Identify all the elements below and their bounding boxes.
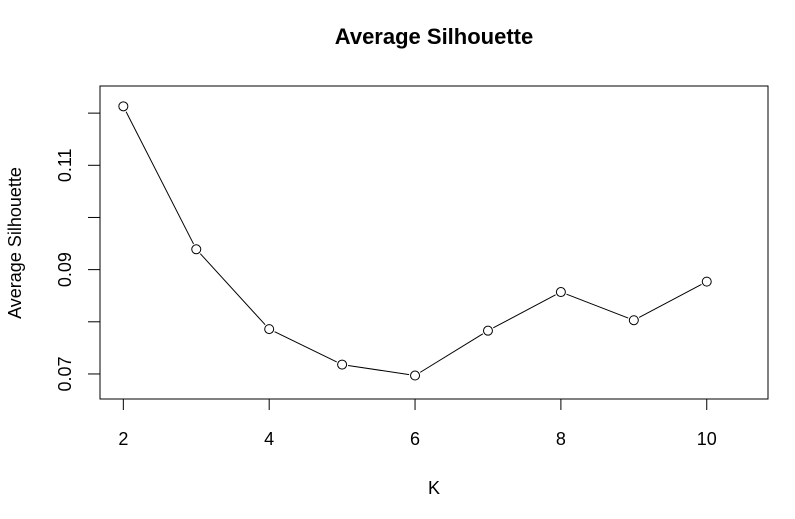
data-point bbox=[264, 324, 275, 335]
x-tick-label: 4 bbox=[264, 429, 274, 449]
data-point bbox=[118, 101, 129, 112]
line-segment bbox=[638, 283, 702, 318]
chart-title: Average Silhouette bbox=[335, 24, 533, 49]
data-point bbox=[628, 315, 639, 326]
x-tick-label: 6 bbox=[410, 429, 420, 449]
data-point bbox=[191, 244, 202, 255]
line-segment bbox=[493, 294, 556, 329]
line-segment bbox=[199, 253, 266, 326]
line-segment bbox=[125, 111, 194, 245]
data-series bbox=[118, 101, 712, 381]
data-point bbox=[410, 370, 421, 381]
y-axis: 0.07 0.09 0.11 bbox=[55, 112, 101, 392]
data-point bbox=[701, 276, 712, 287]
x-axis: 2 4 6 8 10 bbox=[118, 398, 717, 449]
line-segment bbox=[566, 293, 629, 319]
y-tick-label: 0.09 bbox=[55, 252, 75, 287]
data-point bbox=[482, 325, 493, 336]
line-segment bbox=[347, 364, 410, 376]
x-tick-label: 10 bbox=[697, 429, 717, 449]
data-point bbox=[337, 359, 348, 370]
line-segment bbox=[274, 331, 337, 363]
line-segment bbox=[419, 333, 484, 373]
y-tick-label: 0.11 bbox=[55, 148, 75, 182]
x-tick-label: 2 bbox=[118, 429, 128, 449]
x-tick-label: 8 bbox=[556, 429, 566, 449]
x-axis-label: K bbox=[428, 478, 440, 498]
y-axis-label: Average Silhouette bbox=[5, 167, 25, 319]
y-tick-label: 0.07 bbox=[55, 356, 75, 391]
data-point bbox=[555, 287, 566, 298]
